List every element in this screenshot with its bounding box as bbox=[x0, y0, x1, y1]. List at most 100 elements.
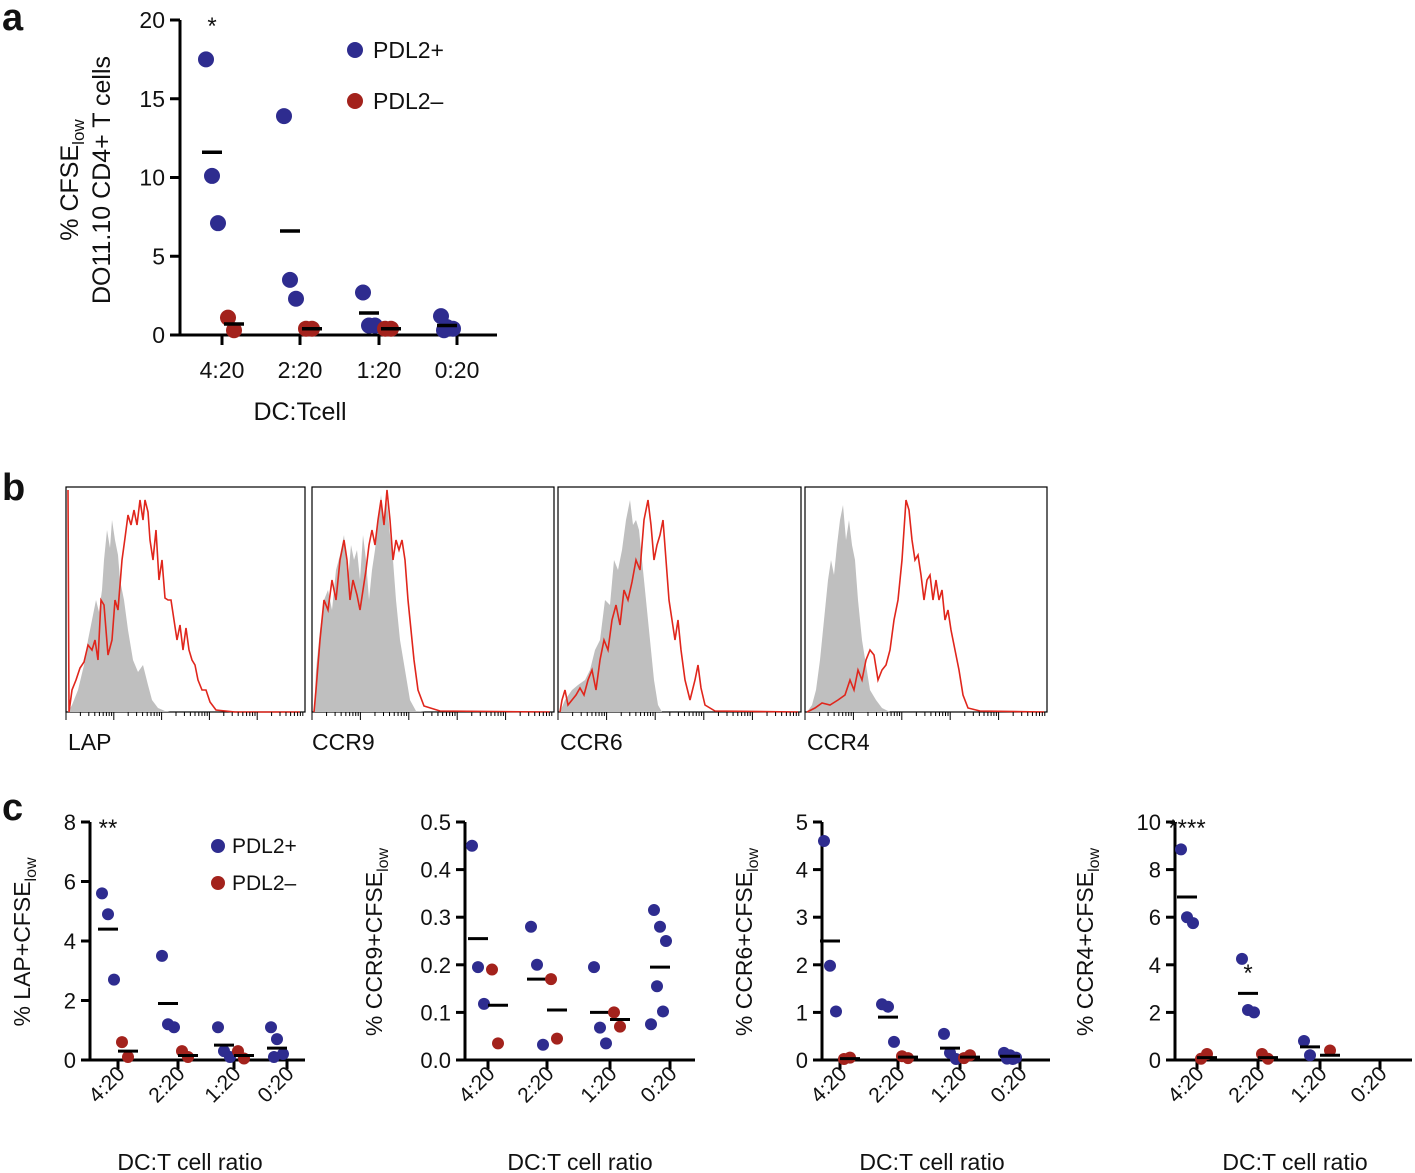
chart-a-ytick-label: 0 bbox=[152, 322, 165, 348]
chart-c-ccr6: % CCR6+CFSElow DC:T cell ratio 0 1 2 3 4 5 4:2… bbox=[731, 810, 1050, 1173]
chart-c2-xtick-label: 1:20 bbox=[576, 1062, 621, 1107]
chart-a-legend: PDL2+ PDL2– bbox=[347, 37, 444, 114]
chart-c4-xtick-label: 0:20 bbox=[1346, 1062, 1391, 1107]
chart-c2-point-pdl2-pos bbox=[478, 997, 490, 1010]
legend-marker-pdl2-neg bbox=[347, 93, 363, 109]
chart-c2-xtick-label: 4:20 bbox=[454, 1062, 499, 1107]
chart-c3-ytick-label: 5 bbox=[796, 810, 808, 835]
chart-a-xtick-label: 4:20 bbox=[200, 357, 245, 383]
chart-c-ccr9-xlabel: DC:T cell ratio bbox=[507, 1149, 652, 1173]
chart-c2-ytick-label: 0.3 bbox=[420, 905, 451, 930]
legend-marker-pdl2-pos bbox=[211, 839, 225, 853]
chart-c1-point-pdl2-pos bbox=[108, 973, 120, 986]
legend-label-pdl2-pos: PDL2+ bbox=[232, 835, 297, 858]
chart-c4-point-pdl2-pos bbox=[1236, 952, 1248, 965]
histogram-lap: LAP bbox=[65, 486, 306, 755]
chart-a-significance: * bbox=[207, 13, 216, 40]
chart-c3-point-pdl2-pos bbox=[824, 959, 836, 972]
chart-a-ytick-label: 15 bbox=[139, 86, 165, 112]
chart-c3-ytick-label: 1 bbox=[796, 1000, 808, 1025]
chart-c4-ytick-label: 0 bbox=[1149, 1048, 1161, 1073]
chart-c2-point-pdl2-neg bbox=[614, 1020, 626, 1033]
chart-c2-point-pdl2-neg bbox=[492, 1037, 504, 1050]
chart-a-ylabel-line1: % CFSElow bbox=[56, 119, 88, 241]
chart-c1-ytick-label: 6 bbox=[64, 870, 76, 895]
chart-c1-xtick-label: 1:20 bbox=[200, 1062, 245, 1107]
chart-c2-point-pdl2-pos bbox=[531, 958, 543, 971]
chart-c2-point-pdl2-pos bbox=[472, 961, 484, 974]
histogram-lap-control-fill bbox=[68, 520, 170, 712]
chart-c2-point-pdl2-pos bbox=[525, 920, 537, 933]
legend-label-pdl2-pos: PDL2+ bbox=[373, 37, 444, 63]
chart-a: % CFSElow DO11.10 CD4+ T cells DC:Tcell … bbox=[56, 7, 497, 426]
histogram-ccr9: CCR9 bbox=[311, 486, 555, 755]
chart-c2-point-pdl2-neg bbox=[608, 1006, 620, 1019]
chart-c1-xtick-label: 0:20 bbox=[253, 1062, 298, 1107]
chart-c-lap: % LAP+CFSElow DC:T cell ratio PDL2+ PDL2… bbox=[9, 810, 305, 1173]
chart-c2-point-pdl2-pos bbox=[648, 904, 660, 917]
chart-c3-point-pdl2-pos bbox=[938, 1027, 950, 1040]
chart-c3-point-pdl2-neg bbox=[964, 1049, 976, 1062]
histogram-ccr6-label: CCR6 bbox=[560, 729, 623, 755]
chart-c3-point-pdl2-pos bbox=[818, 835, 830, 848]
chart-c2-point-pdl2-pos bbox=[654, 920, 666, 933]
chart-c2-xtick-label: 0:20 bbox=[636, 1062, 681, 1107]
histogram-ccr4-frame bbox=[804, 486, 1048, 713]
chart-c3-ytick-label: 2 bbox=[796, 953, 808, 978]
chart-c2-point-pdl2-pos bbox=[537, 1038, 549, 1051]
panel-letter-c: c bbox=[2, 787, 23, 829]
chart-c1-point-pdl2-neg bbox=[122, 1051, 134, 1064]
chart-c3-point-pdl2-pos bbox=[882, 1000, 894, 1013]
chart-a-point-pdl2-neg bbox=[220, 309, 236, 326]
histogram-lap-label: LAP bbox=[68, 729, 111, 755]
chart-c3-ytick-label: 4 bbox=[796, 858, 808, 883]
chart-c4-xtick-label: 4:20 bbox=[1163, 1062, 1208, 1107]
chart-c-lap-xlabel: DC:T cell ratio bbox=[117, 1149, 262, 1173]
chart-c-ccr4: % CCR4+CFSElow DC:T cell ratio 0 2 4 6 8 10 4:… bbox=[1072, 810, 1412, 1173]
chart-c4-significance: **** bbox=[1168, 815, 1205, 842]
chart-c4-xtick-label: 2:20 bbox=[1224, 1062, 1269, 1107]
chart-a-point-pdl2-pos bbox=[288, 290, 304, 307]
chart-a-point-pdl2-neg bbox=[226, 322, 242, 339]
panel-b-histograms: LAP CCR9 CCR6 CCR4 bbox=[65, 486, 1048, 755]
histogram-ccr6-frame bbox=[557, 486, 802, 713]
chart-c2-ytick-label: 0.0 bbox=[420, 1048, 451, 1073]
legend-marker-pdl2-neg bbox=[211, 876, 225, 890]
chart-c4-xtick-label: 1:20 bbox=[1286, 1062, 1331, 1107]
chart-c1-point-pdl2-pos bbox=[102, 908, 114, 921]
chart-c3-xtick-label: 4:20 bbox=[806, 1062, 851, 1107]
chart-c2-point-pdl2-pos bbox=[651, 980, 663, 993]
legend-label-pdl2-neg: PDL2– bbox=[232, 872, 297, 895]
chart-a-point-pdl2-pos bbox=[204, 167, 220, 184]
chart-c-ccr9: % CCR9+CFSElow DC:T cell ratio 0.0 0.1 0.2… bbox=[361, 810, 695, 1173]
chart-c2-xtick-label: 2:20 bbox=[513, 1062, 558, 1107]
chart-a-ytick-label: 20 bbox=[139, 7, 165, 33]
chart-c-ccr6-xlabel: DC:T cell ratio bbox=[859, 1149, 1004, 1173]
chart-c1-point-pdl2-pos bbox=[268, 1051, 280, 1064]
chart-a-ytick-label: 5 bbox=[152, 243, 165, 269]
chart-a-xtick-label: 0:20 bbox=[435, 357, 480, 383]
chart-c4-ytick-label: 6 bbox=[1149, 905, 1161, 930]
chart-c2-point-pdl2-neg bbox=[545, 973, 557, 986]
chart-c1-point-pdl2-pos bbox=[277, 1048, 289, 1061]
chart-c1-point-pdl2-pos bbox=[271, 1033, 283, 1046]
chart-c3-xtick-label: 2:20 bbox=[864, 1062, 909, 1107]
chart-c3-xtick-label: 1:20 bbox=[926, 1062, 971, 1107]
chart-c1-point-pdl2-pos bbox=[168, 1021, 180, 1034]
chart-c2-point-pdl2-neg bbox=[551, 1032, 563, 1045]
chart-c2-point-pdl2-pos bbox=[594, 1021, 606, 1034]
chart-c4-point-pdl2-neg bbox=[1324, 1044, 1336, 1057]
chart-c1-point-pdl2-pos bbox=[156, 949, 168, 962]
chart-c3-ytick-label: 3 bbox=[796, 905, 808, 930]
chart-c4-point-pdl2-pos bbox=[1175, 843, 1187, 856]
histogram-ccr9-stained-line bbox=[313, 489, 551, 713]
chart-c2-point-pdl2-pos bbox=[588, 961, 600, 974]
chart-a-point-pdl2-pos bbox=[198, 51, 214, 68]
chart-c-ccr9-ylabel: % CCR9+CFSElow bbox=[361, 847, 392, 1036]
histogram-lap-stained-line bbox=[67, 489, 300, 713]
chart-c1-point-pdl2-neg bbox=[116, 1036, 128, 1049]
chart-c1-ytick-label: 8 bbox=[64, 810, 76, 835]
histogram-lap-frame bbox=[65, 486, 306, 713]
chart-c1-point-pdl2-pos bbox=[265, 1021, 277, 1034]
